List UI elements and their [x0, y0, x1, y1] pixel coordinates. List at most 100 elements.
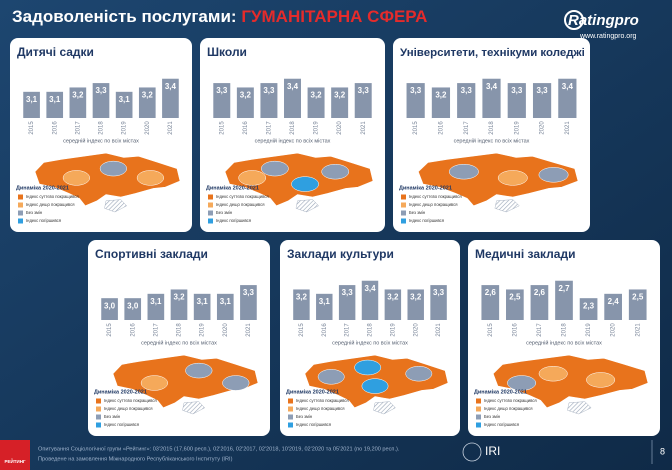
map-region: [448, 164, 479, 180]
legend-swatch: [208, 210, 213, 216]
map-region: [405, 366, 433, 382]
brand: РЕЙТИНГ: [4, 457, 25, 464]
map-crimea: [295, 199, 319, 213]
x-tick-label: 2017: [464, 121, 470, 135]
map: [492, 354, 649, 409]
legend-swatch: [18, 218, 23, 224]
legend-label: Індекс дещо покращився: [409, 202, 457, 207]
bar: [46, 91, 64, 118]
map-crimea: [567, 401, 592, 415]
x-tick-label: 2019: [514, 121, 520, 135]
bar: [124, 298, 142, 320]
x-tick-label: 2021: [565, 121, 571, 135]
x-tick-label: 2021: [246, 323, 252, 337]
legend-swatch: [476, 414, 481, 420]
x-tick-label: 2018: [290, 121, 296, 135]
x-tick-label: 2016: [322, 323, 328, 337]
bar: [481, 285, 500, 320]
x-tick-label: 2018: [562, 323, 568, 337]
x-tick-label: 2015: [488, 323, 494, 337]
map-region: [99, 160, 127, 177]
chart-title: Дитячі садки: [17, 45, 94, 59]
bar: [240, 285, 257, 320]
value-label: 3,2: [296, 293, 308, 302]
map-region: [62, 170, 90, 186]
legend-label: Індекс погіршився: [409, 218, 444, 223]
bar: [316, 293, 333, 320]
legend-label: Без змін: [296, 414, 313, 419]
legend-swatch: [288, 414, 293, 420]
footer-line: Проведене на замовлення Міжнародного Рес…: [38, 456, 233, 462]
value-label: 3,4: [486, 82, 498, 91]
legend-title: Динаміка 2020-2021: [286, 389, 339, 395]
x-tick-label: 2019: [314, 121, 320, 135]
chart-panel: Заклади культури 3,2 2015 3,1 2016 3,3 2017 3,4…: [280, 240, 460, 436]
x-tick-label: 2020: [413, 323, 419, 337]
title-main: Задоволеність послугами:: [12, 7, 237, 26]
legend-label: Без змін: [484, 414, 501, 419]
value-label: 3,3: [511, 86, 523, 95]
logo-url: www.ratingpro.org: [579, 33, 637, 40]
legend-swatch: [401, 202, 406, 208]
chart-title: Університети, технікуми коледжі: [400, 47, 585, 59]
value-label: 3,2: [334, 91, 346, 100]
x-tick-label: 2017: [345, 323, 351, 337]
legend-swatch: [96, 414, 101, 420]
map-region: [354, 359, 382, 376]
legend-label: Індекс дещо покращився: [26, 202, 74, 207]
x-axis-label: середній індекс по всіх містах: [63, 137, 139, 144]
bar: [293, 289, 310, 320]
value-label: 3,4: [287, 82, 299, 91]
x-tick-label: 2018: [489, 121, 495, 135]
value-label: 2,6: [534, 288, 546, 297]
chart-title: Заклади культури: [287, 247, 394, 261]
bar: [331, 87, 349, 118]
x-tick-label: 2016: [243, 121, 249, 135]
legend-label: Індекс суттєво покращився: [26, 194, 79, 199]
map-region: [291, 176, 319, 192]
bar: [216, 293, 234, 320]
map-crimea: [373, 401, 396, 415]
bar: [354, 83, 372, 118]
legend-label: Індекс погіршився: [104, 422, 139, 427]
legend-label: Без змін: [26, 210, 43, 215]
x-tick-label: 2019: [390, 323, 396, 337]
value-label: 3,3: [433, 288, 445, 297]
bar: [384, 289, 402, 320]
legend-swatch: [288, 406, 293, 412]
bar: [507, 83, 526, 118]
bar: [115, 91, 133, 118]
value-label: 3,2: [410, 293, 422, 302]
chart-title: Спортивні заклади: [95, 247, 208, 261]
x-tick-label: 2017: [537, 323, 543, 337]
value-label: 3,3: [358, 86, 370, 95]
chart-panel: Спортивні заклади 3,0 2015 3,0 2016 3,1 2017 3,…: [88, 240, 270, 436]
x-tick-label: 2015: [413, 121, 419, 135]
footer-line: Опитування Соціологічної групи «Рейтинг»…: [38, 445, 400, 452]
bar: [361, 280, 379, 320]
legend-swatch: [476, 406, 481, 412]
bar: [530, 285, 549, 320]
value-label: 3,2: [435, 91, 447, 100]
value-label: 3,3: [243, 288, 255, 297]
x-tick-label: 2020: [540, 121, 546, 135]
bar: [69, 87, 87, 118]
iri-logo: IRI: [485, 444, 500, 458]
value-label: 2,5: [632, 293, 644, 302]
bar: [307, 87, 325, 118]
bar: [193, 293, 211, 320]
map-region: [586, 372, 616, 388]
legend-swatch: [208, 218, 213, 224]
legend-label: Індекс погіршився: [26, 218, 61, 223]
value-label: 3,3: [342, 288, 354, 297]
chart-title: Школи: [207, 45, 247, 59]
bar: [532, 83, 552, 118]
value-label: 3,3: [461, 86, 473, 95]
legend-title: Динаміка 2020-2021: [206, 185, 259, 191]
value-label: 3,0: [104, 301, 116, 310]
x-tick-label: 2016: [439, 121, 445, 135]
map-crimea: [494, 199, 520, 213]
x-tick-label: 2015: [299, 323, 305, 337]
value-label: 3,3: [537, 86, 549, 95]
value-label: 3,4: [165, 82, 177, 91]
